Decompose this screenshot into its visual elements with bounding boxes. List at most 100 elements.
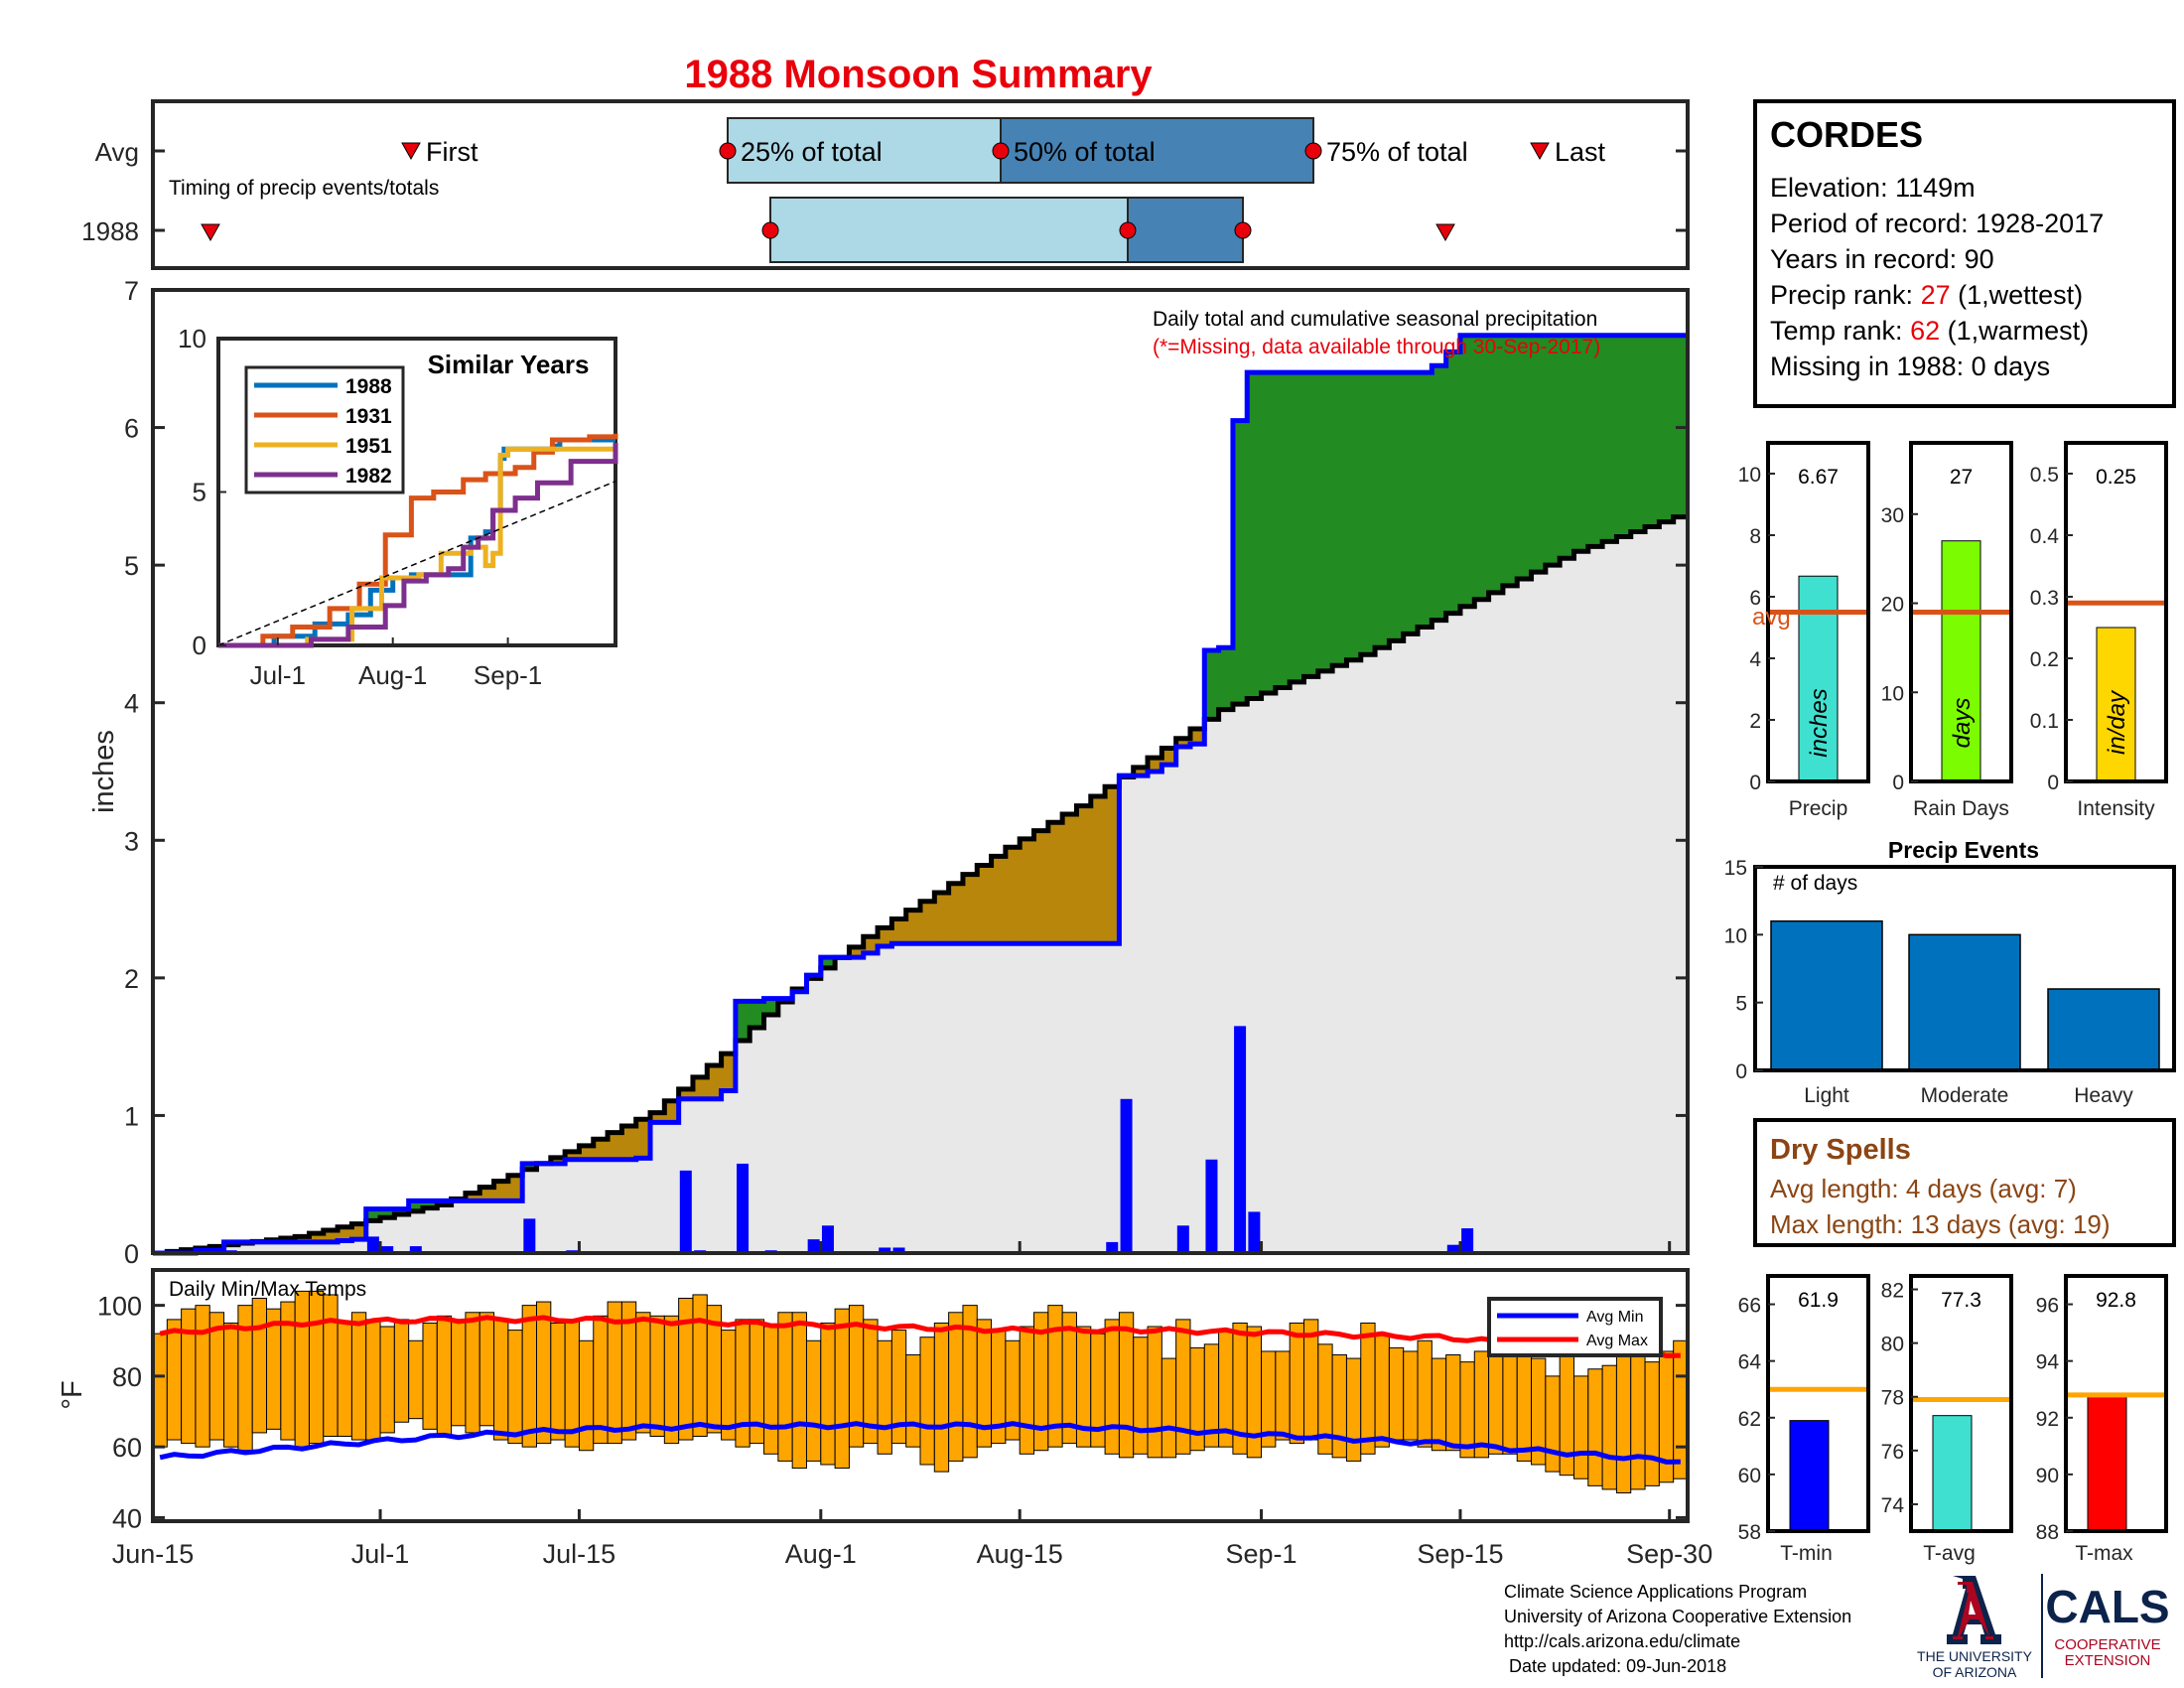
departure-fill-day: [920, 901, 935, 944]
ua-logo-line-1: THE UNIVERSITY: [1917, 1648, 2033, 1664]
departure-fill-day: [1090, 795, 1106, 944]
daily-temp-bar: [948, 1312, 964, 1462]
year-25-50-box: [769, 197, 1129, 263]
daily-temp-bar: [294, 1290, 310, 1448]
summary-category-label: Rain Days: [1913, 797, 2009, 820]
daily-temp-bar: [223, 1322, 239, 1448]
events-frame: [1753, 865, 2176, 1072]
temp-summary-y-tick-label: 76: [1881, 1441, 1904, 1464]
temp-summary-value-text: 92.8: [2096, 1289, 2136, 1312]
summary-unit-text: days: [1949, 698, 1976, 749]
x-tick-label: Jul-1: [351, 1539, 410, 1569]
year-25pct-marker: [761, 221, 779, 239]
departure-fill-day: [408, 1200, 424, 1211]
footer-line-3: http://cals.arizona.edu/climate: [1504, 1631, 1740, 1651]
daily-precip-bar: [892, 1247, 905, 1253]
temp-summary-frame: [2064, 1274, 2168, 1533]
daily-temp-bar: [308, 1290, 325, 1445]
daily-precip-bar: [381, 1246, 394, 1253]
departure-fill-day: [1573, 335, 1589, 552]
summary-frame: [1909, 441, 2013, 783]
daily-temp-bar: [578, 1339, 595, 1452]
departure-fill-day: [878, 927, 892, 946]
summary-bar: [2096, 627, 2136, 782]
daily-temp-bar: [337, 1322, 352, 1437]
temp-summary-y-tick-label: 94: [2036, 1351, 2060, 1374]
departure-fill-day: [721, 1054, 737, 1091]
timing-caption: Timing of precip events/totals: [169, 177, 439, 200]
departure-fill-day: [1290, 372, 1304, 682]
daily-temp-bar: [1601, 1364, 1617, 1490]
departure-fill-day: [1488, 335, 1504, 593]
summary-y-tick-label: 4: [1749, 648, 1761, 671]
main-y-tick-label: 3: [124, 826, 139, 856]
inset-legend-box: [244, 365, 405, 494]
departure-fill-day: [1418, 372, 1433, 628]
departure-fills: [167, 335, 1689, 1253]
footer-line-2: University of Arizona Cooperative Extens…: [1504, 1607, 1851, 1626]
daily-precip-bar: [1248, 1211, 1261, 1253]
departure-fill-day: [1332, 372, 1347, 666]
x-tick-label: Jun-15: [112, 1539, 195, 1569]
departure-fill-day: [1105, 786, 1120, 944]
footer-credits: Climate Science Applications Program Uni…: [1504, 1582, 1851, 1676]
main-y-tick-label: 7: [124, 276, 139, 306]
daily-temp-bar: [1630, 1354, 1646, 1490]
temp-summary-y-tick-label: 74: [1881, 1494, 1905, 1517]
year-first-marker-icon: [201, 223, 220, 242]
summary-value-text: 0.25: [2096, 466, 2136, 489]
avg-75pct-marker: [1304, 142, 1322, 160]
daily-temp-bar: [195, 1305, 210, 1448]
departure-fill-day: [750, 1001, 765, 1029]
avg-25pct-label: 25% of total: [741, 137, 883, 167]
daily-precip-bar: [807, 1239, 820, 1253]
main-y-axis: 0 1 2 3 4 5 6 7: [124, 276, 1688, 1269]
daily-temp-bar: [1133, 1336, 1149, 1455]
daily-temp-bar: [692, 1294, 708, 1437]
daily-precip-bar: [366, 1236, 379, 1253]
daily-temp-bar: [1019, 1326, 1035, 1455]
summary-category-label: Intensity: [2077, 797, 2155, 820]
temp-summary-y-tick-label: 62: [1738, 1408, 1761, 1431]
year-last-marker-icon: [1435, 223, 1455, 242]
daily-temp-bar: [1587, 1368, 1603, 1486]
figure-title: 1988 Monsoon Summary: [684, 53, 1153, 96]
year-50pct-marker: [1119, 221, 1137, 239]
event-bar: [1908, 933, 2021, 1071]
departure-fill-day: [863, 936, 879, 953]
summary-frame: [2064, 441, 2168, 783]
legend-avg-min-label: Avg Min: [1586, 1309, 1644, 1326]
main-y-tick-label: 6: [124, 414, 139, 444]
temp-summary-y-tick-label: 64: [1738, 1351, 1762, 1374]
daily-temp-bar: [536, 1301, 552, 1445]
daily-temp-bar: [877, 1339, 892, 1455]
temp-summary-frame: [1766, 1274, 1870, 1533]
footer-line-1: Climate Science Applications Program: [1504, 1582, 1807, 1602]
x-tick-label: Jul-15: [543, 1539, 616, 1569]
events-y-tick-label: 0: [1735, 1060, 1747, 1083]
daily-temp-bar: [521, 1305, 537, 1448]
temp-summary-y-tick-label: 60: [1738, 1465, 1761, 1487]
departure-fill-day: [1218, 647, 1234, 710]
departure-fill-day: [1375, 372, 1390, 648]
daily-precip-bar: [1176, 1225, 1189, 1253]
daily-temp-bar: [251, 1298, 268, 1434]
precip-events-panel: Precip Events Light Moderate Heavy 0 5 10 15 #…: [1724, 837, 2176, 1107]
departure-fill-day: [1659, 335, 1675, 522]
shared-x-axis: Jun-15 Jul-1 Jul-15 Aug-1 Aug-15 Sep-1 Sep-15 S…: [112, 1241, 1712, 1569]
summary-y-tick-label: 2: [1749, 710, 1761, 733]
summary-y-tick-label: 0: [2047, 772, 2059, 794]
summary-y-tick-label: 30: [1881, 504, 1904, 527]
daily-temp-bar: [1403, 1350, 1419, 1441]
station-years: Years in record: 90: [1770, 244, 1994, 274]
avg-first-marker-icon: [401, 142, 421, 161]
main-y-tick-label: 2: [124, 964, 139, 994]
precip-avg-label: avg: [1752, 604, 1791, 631]
rain-days-summary-panel: 0 10 20 30 27 days Rain Days: [1881, 441, 2013, 820]
x-tick-label: Aug-1: [785, 1539, 857, 1569]
departure-fill-day: [977, 865, 993, 944]
daily-temp-bar: [805, 1339, 822, 1462]
events-y-tick-label: 15: [1724, 857, 1747, 880]
departure-fill-day: [1275, 372, 1291, 688]
